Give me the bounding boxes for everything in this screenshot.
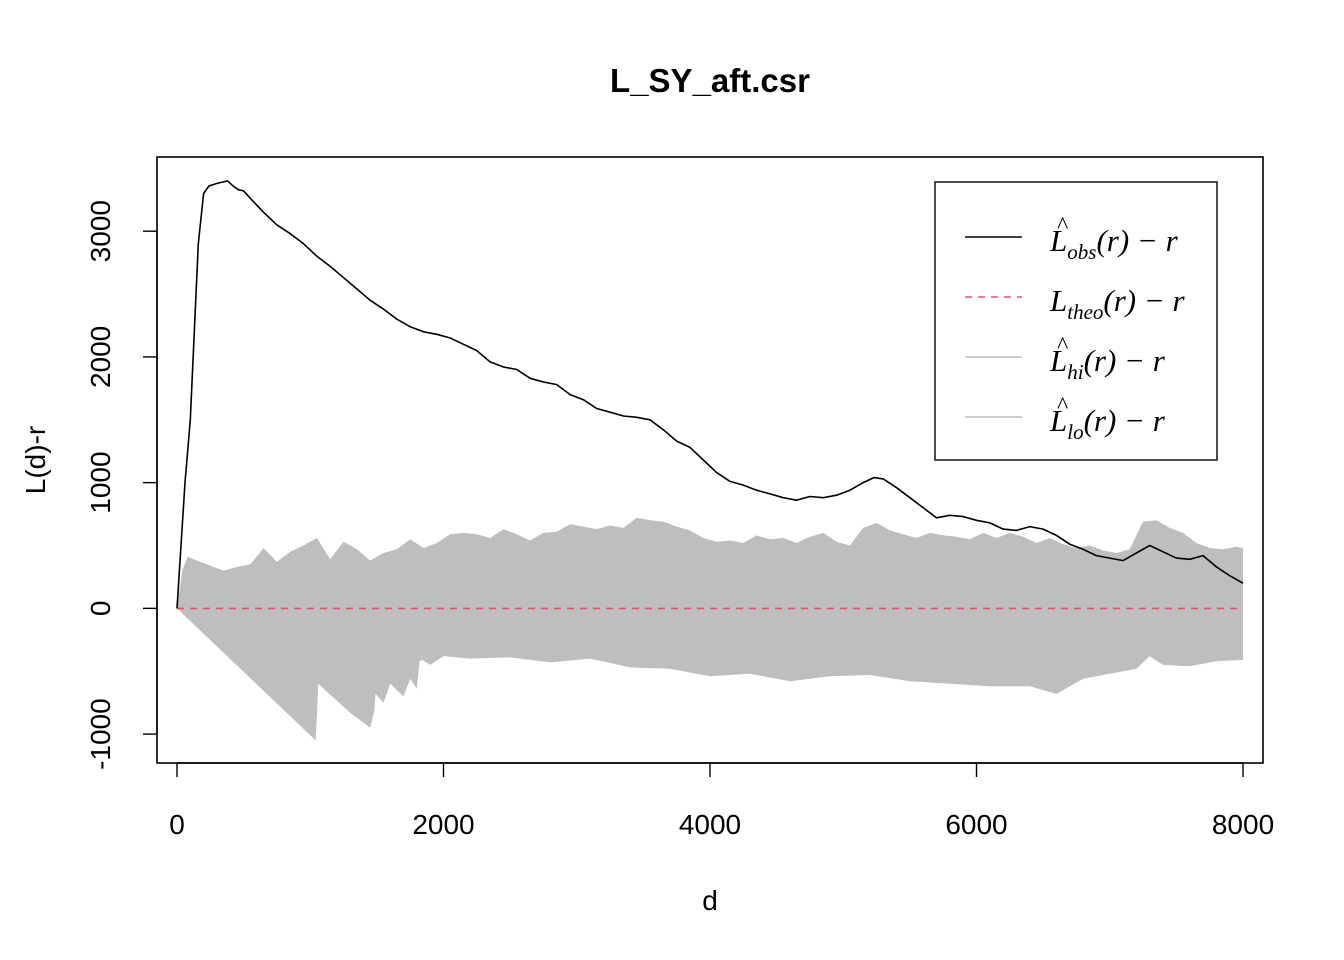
legend-hat-lo: ^ [1057,393,1068,419]
x-tick-label: 2000 [412,809,474,840]
y-tick-label: 2000 [85,326,116,388]
legend-box [934,181,1218,461]
legend-label-theo: Ltheo(r) − r [1049,283,1186,324]
y-tick-label: 3000 [85,200,116,262]
legend-label-obs: Lobs(r) − r [1049,223,1179,264]
x-axis: 0 2000 4000 6000 8000 [169,762,1274,840]
x-axis-label: d [702,885,718,916]
envelope-band [177,517,1243,741]
y-tick-label: 0 [85,601,116,617]
y-tick-label: 1000 [85,451,116,513]
legend-hat-hi: ^ [1057,333,1068,359]
legend-hat-obs: ^ [1057,213,1068,239]
envelope-band-layer [177,517,1243,741]
y-axis-label: L(d)-r [20,426,51,494]
x-tick-label: 4000 [679,809,741,840]
legend-label-hi: Lhi(r) − r [1049,343,1166,384]
y-axis: -1000 0 1000 2000 3000 [85,200,158,770]
legend-label-lo: Llo(r) − r [1049,403,1166,444]
y-tick-label: -1000 [85,698,116,770]
x-tick-label: 0 [169,809,185,840]
chart-title: L_SY_aft.csr [610,62,810,99]
series-obs-line [176,180,1244,609]
x-tick-label: 6000 [945,809,1007,840]
x-tick-label: 8000 [1212,809,1274,840]
series-lines-layer [176,180,1244,610]
